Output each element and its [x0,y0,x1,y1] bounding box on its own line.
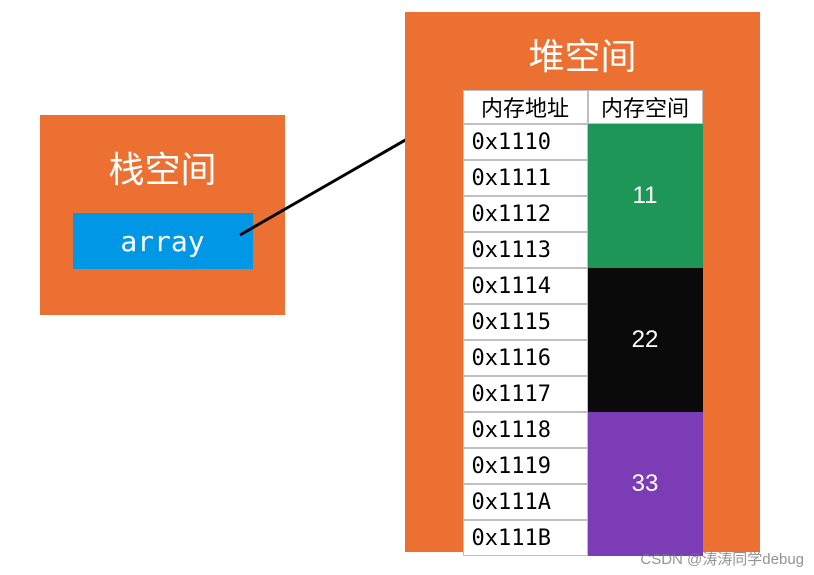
memory-table: 内存地址 0x1110 0x1111 0x1112 0x1113 0x1114 … [463,90,703,556]
value-block-2: 33 [588,412,703,556]
value-block-1: 22 [588,268,703,412]
value-column: 内存空间 11 22 33 [588,90,703,556]
value-header: 内存空间 [588,90,703,124]
address-cell: 0x1114 [463,268,588,304]
address-cell: 0x1117 [463,376,588,412]
address-cell: 0x1112 [463,196,588,232]
address-cell: 0x1119 [463,448,588,484]
address-cell: 0x1111 [463,160,588,196]
heap-title: 堆空间 [528,28,636,80]
address-cell: 0x1116 [463,340,588,376]
address-cell: 0x1118 [463,412,588,448]
stack-box: 栈空间 array [40,115,285,315]
watermark: CSDN @涛涛同学debug [640,548,804,569]
address-cell: 0x1115 [463,304,588,340]
array-cell: array [73,213,253,269]
address-column: 内存地址 0x1110 0x1111 0x1112 0x1113 0x1114 … [463,90,588,556]
address-header: 内存地址 [463,90,588,124]
stack-title: 栈空间 [108,141,216,193]
address-cell: 0x1113 [463,232,588,268]
address-cell: 0x111A [463,484,588,520]
address-cell: 0x111B [463,520,588,556]
heap-box: 堆空间 内存地址 0x1110 0x1111 0x1112 0x1113 0x1… [405,12,760,552]
value-block-0: 11 [588,124,703,268]
address-cell: 0x1110 [463,124,588,160]
